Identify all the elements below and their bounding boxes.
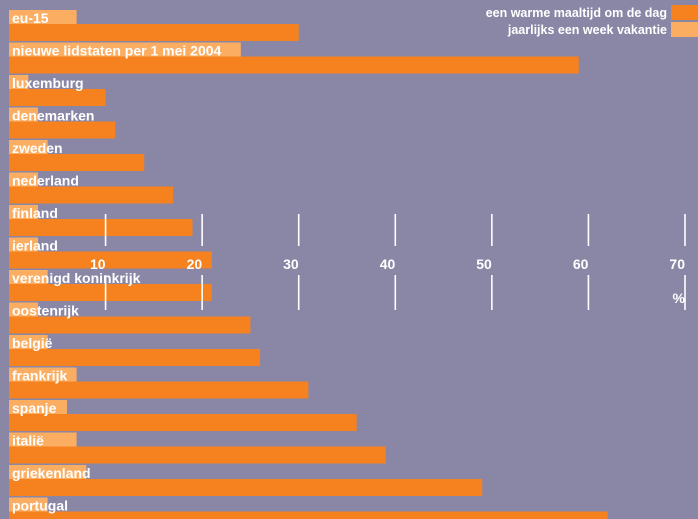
bar-5-warme-maaltijd: [9, 154, 145, 171]
legend: een warme maaltijd om de dag jaarlijks ee…: [486, 5, 698, 37]
bar-1-week-vakantie: [9, 10, 77, 27]
bar-15-week-vakantie: [9, 465, 87, 482]
bar-8-week-vakantie: [9, 237, 38, 255]
category-label: frankrijk: [12, 368, 67, 384]
bar-8-warme-maaltijd: [9, 251, 212, 269]
bar-3-week-vakantie: [9, 75, 29, 92]
bar-11-week-vakantie: [9, 335, 48, 352]
category-label: oostenrijk: [12, 303, 79, 319]
category-label: zweden: [12, 140, 63, 156]
x-axis-unit-label: %: [673, 290, 686, 306]
x-tick-label: 40: [380, 256, 396, 272]
x-tick-label: 70: [669, 256, 685, 272]
bar-15-warme-maaltijd: [9, 479, 483, 496]
bar-12-warme-maaltijd: [9, 381, 309, 399]
category-label: griekenland: [12, 465, 91, 481]
bar-4-week-vakantie: [9, 107, 38, 125]
category-label: nieuwe lidstaten per 1 mei 2004: [12, 43, 222, 59]
bar-11-warme-maaltijd: [9, 349, 261, 366]
bar-7-week-vakantie: [9, 205, 38, 222]
legend-label: jaarlijks een week vakantie: [507, 23, 667, 37]
bar-9-warme-maaltijd: [9, 284, 212, 301]
bar-14-warme-maaltijd: [9, 446, 386, 464]
bar-10-week-vakantie: [9, 302, 38, 320]
bar-16-week-vakantie: [9, 497, 48, 515]
bar-13-warme-maaltijd: [9, 414, 357, 431]
legend-swatch: [671, 22, 698, 37]
bar-6-warme-maaltijd: [9, 186, 174, 204]
bar-12-week-vakantie: [9, 367, 77, 385]
category-label: denemarken: [12, 108, 94, 124]
category-labels: eu-15 nieuwe lidstaten per 1 mei 2004 luxe…: [12, 10, 222, 514]
category-label: spanje: [12, 400, 57, 416]
category-label: eu-15: [12, 10, 49, 26]
category-label: verenigd koninkrijk: [12, 270, 141, 286]
x-tick-label: 50: [476, 256, 492, 272]
bar-9-week-vakantie: [9, 270, 48, 287]
bar-14-week-vakantie: [9, 432, 77, 450]
x-tick-label: 10: [90, 256, 106, 272]
category-label: ierland: [12, 238, 58, 254]
bar-13-week-vakantie: [9, 400, 67, 417]
bar-5-week-vakantie: [9, 140, 48, 157]
bar-6-week-vakantie: [9, 172, 38, 190]
category-label: italië: [12, 433, 44, 449]
x-tick-label: 20: [187, 256, 203, 272]
legend-swatch: [671, 5, 698, 20]
x-tick-label: 30: [283, 256, 299, 272]
bars-layer: [9, 10, 608, 519]
category-label: finland: [12, 205, 58, 221]
bar-16-warme-maaltijd: [9, 511, 608, 519]
bar-1-warme-maaltijd: [9, 24, 299, 41]
category-label: portugal: [12, 498, 68, 514]
bar-7-warme-maaltijd: [9, 219, 193, 236]
bar-3-warme-maaltijd: [9, 89, 106, 106]
category-label: luxemburg: [12, 75, 84, 91]
bar-2-week-vakantie: [9, 42, 241, 60]
bar-10-warme-maaltijd: [9, 316, 251, 334]
x-axis-ticks: 10 20 30 40 50 60 70: [90, 214, 686, 310]
category-label: belgië: [12, 335, 53, 351]
category-label: nederland: [12, 173, 79, 189]
bar-2-warme-maaltijd: [9, 56, 579, 74]
bar-4-warme-maaltijd: [9, 121, 116, 139]
legend-label: een warme maaltijd om de dag: [486, 6, 667, 20]
x-tick-label: 60: [573, 256, 589, 272]
